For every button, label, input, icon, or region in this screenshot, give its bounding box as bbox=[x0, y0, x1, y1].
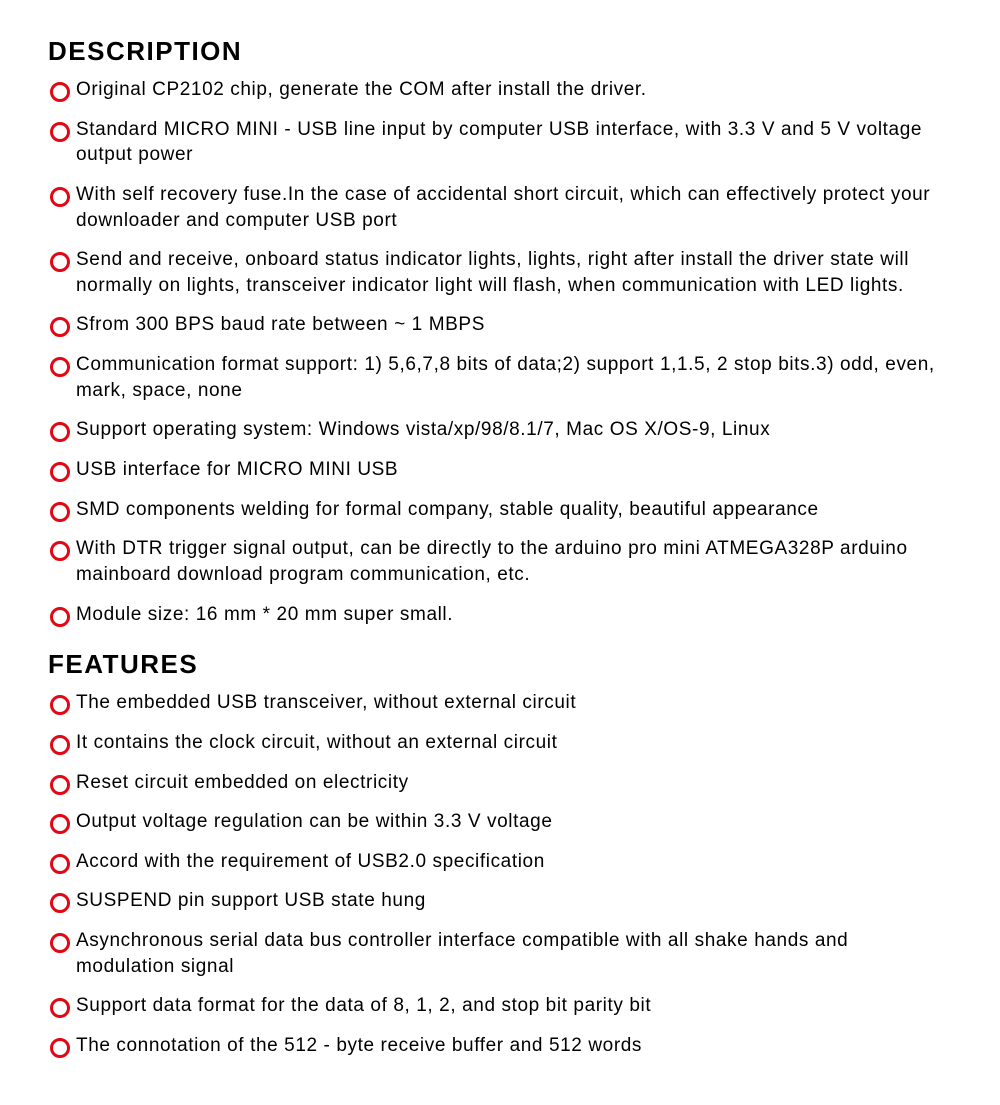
features-list: The embedded USB transceiver, without ex… bbox=[48, 690, 952, 1058]
list-item: With DTR trigger signal output, can be d… bbox=[48, 536, 952, 587]
list-item: Standard MICRO MINI - USB line input by … bbox=[48, 117, 952, 168]
list-item-text: The connotation of the 512 - byte receiv… bbox=[76, 1035, 642, 1056]
list-item-text: Support data format for the data of 8, 1… bbox=[76, 995, 651, 1016]
list-item: Support data format for the data of 8, 1… bbox=[48, 993, 952, 1019]
list-item: Module size: 16 mm * 20 mm super small. bbox=[48, 602, 952, 628]
list-item: Support operating system: Windows vista/… bbox=[48, 417, 952, 443]
list-item: With self recovery fuse.In the case of a… bbox=[48, 182, 952, 233]
list-item: It contains the clock circuit, without a… bbox=[48, 730, 952, 756]
list-item-text: Accord with the requirement of USB2.0 sp… bbox=[76, 851, 545, 872]
list-item-text: Reset circuit embedded on electricity bbox=[76, 772, 409, 793]
list-item: Accord with the requirement of USB2.0 sp… bbox=[48, 849, 952, 875]
list-item: SUSPEND pin support USB state hung bbox=[48, 888, 952, 914]
list-item: Sfrom 300 BPS baud rate between ~ 1 MBPS bbox=[48, 312, 952, 338]
list-item-text: Module size: 16 mm * 20 mm super small. bbox=[76, 604, 453, 625]
list-item: The connotation of the 512 - byte receiv… bbox=[48, 1033, 952, 1059]
list-item-text: The embedded USB transceiver, without ex… bbox=[76, 692, 576, 713]
list-item-text: Support operating system: Windows vista/… bbox=[76, 419, 770, 440]
section-description: DESCRIPTION Original CP2102 chip, genera… bbox=[48, 36, 952, 627]
list-item-text: With DTR trigger signal output, can be d… bbox=[76, 538, 908, 585]
list-item: Communication format support: 1) 5,6,7,8… bbox=[48, 352, 952, 403]
list-item: Original CP2102 chip, generate the COM a… bbox=[48, 77, 952, 103]
list-item-text: SUSPEND pin support USB state hung bbox=[76, 890, 426, 911]
list-item: SMD components welding for formal compan… bbox=[48, 497, 952, 523]
list-item-text: USB interface for MICRO MINI USB bbox=[76, 459, 398, 480]
list-item-text: SMD components welding for formal compan… bbox=[76, 499, 819, 520]
list-item-text: Original CP2102 chip, generate the COM a… bbox=[76, 79, 647, 100]
section-heading-features: FEATURES bbox=[48, 649, 952, 680]
list-item-text: Output voltage regulation can be within … bbox=[76, 811, 552, 832]
list-item-text: Send and receive, onboard status indicat… bbox=[76, 249, 909, 296]
list-item: Reset circuit embedded on electricity bbox=[48, 770, 952, 796]
list-item: Send and receive, onboard status indicat… bbox=[48, 247, 952, 298]
list-item: Output voltage regulation can be within … bbox=[48, 809, 952, 835]
product-spec-page: DESCRIPTION Original CP2102 chip, genera… bbox=[0, 0, 1000, 1105]
list-item-text: Asynchronous serial data bus controller … bbox=[76, 930, 848, 977]
description-list: Original CP2102 chip, generate the COM a… bbox=[48, 77, 952, 627]
section-features: FEATURES The embedded USB transceiver, w… bbox=[48, 649, 952, 1058]
list-item-text: Communication format support: 1) 5,6,7,8… bbox=[76, 354, 935, 401]
list-item: USB interface for MICRO MINI USB bbox=[48, 457, 952, 483]
list-item: The embedded USB transceiver, without ex… bbox=[48, 690, 952, 716]
section-heading-description: DESCRIPTION bbox=[48, 36, 952, 67]
list-item-text: It contains the clock circuit, without a… bbox=[76, 732, 558, 753]
list-item-text: Standard MICRO MINI - USB line input by … bbox=[76, 119, 922, 166]
list-item-text: Sfrom 300 BPS baud rate between ~ 1 MBPS bbox=[76, 314, 485, 335]
list-item: Asynchronous serial data bus controller … bbox=[48, 928, 952, 979]
list-item-text: With self recovery fuse.In the case of a… bbox=[76, 184, 930, 231]
